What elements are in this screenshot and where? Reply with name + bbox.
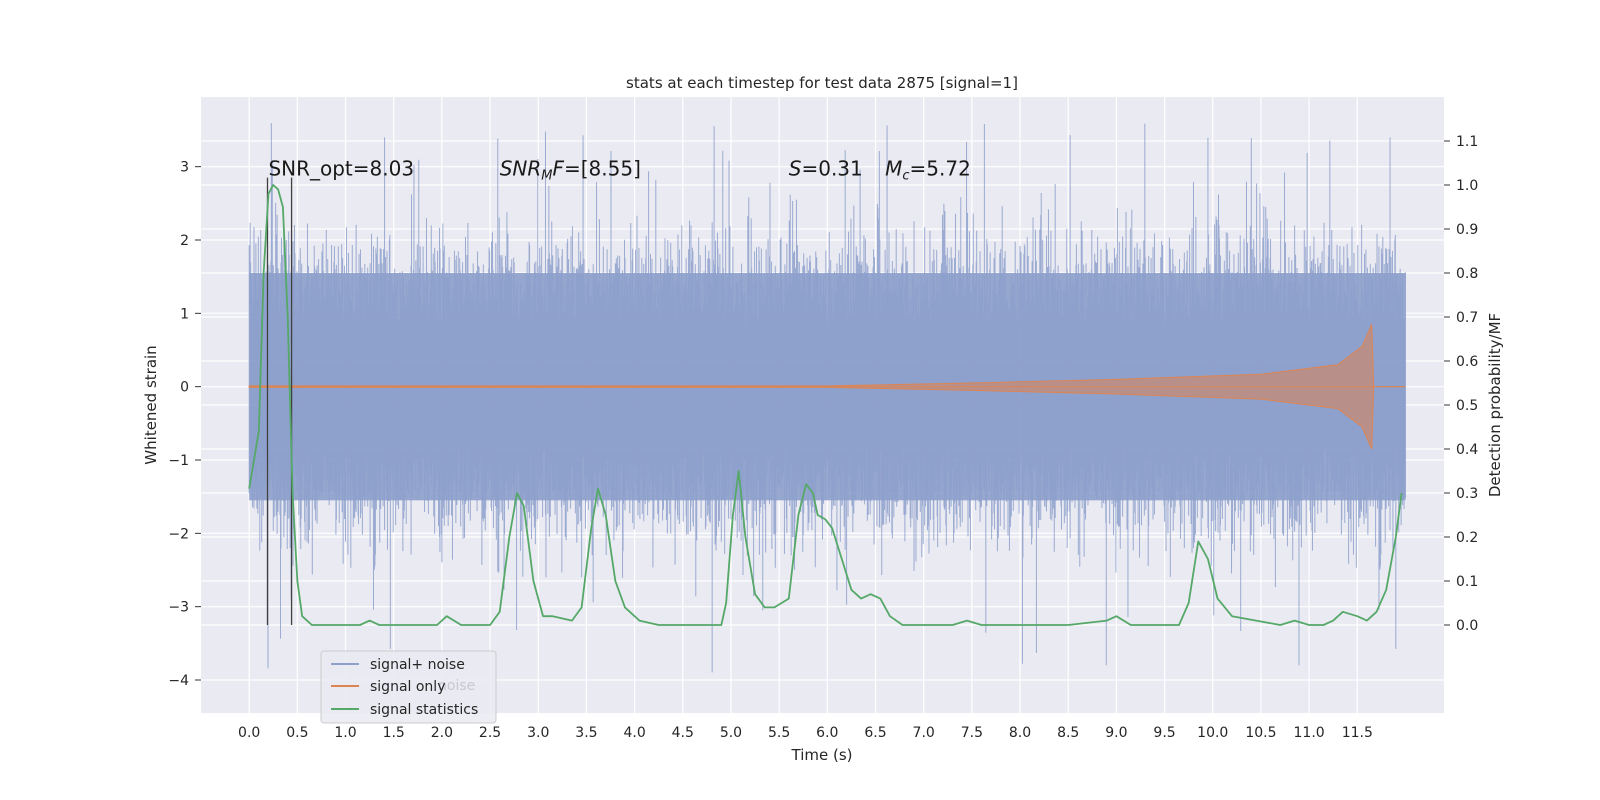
yr-tick-label-9: 0.9 xyxy=(1456,222,1478,238)
x-tick-label-19: 9.5 xyxy=(1153,725,1175,741)
y-tick-label-0: −4 xyxy=(168,673,189,689)
annotation-0: SNR_opt=8.03 xyxy=(268,156,414,180)
x-tick-label-5: 2.5 xyxy=(479,725,501,741)
annotation-1: SNRMF=[8.55] xyxy=(500,156,641,183)
yr-tick-label-2: 0.2 xyxy=(1456,530,1478,546)
legend-label-stats: signal statistics xyxy=(370,702,478,718)
y-tick-label-6: 2 xyxy=(180,233,189,249)
x-tick-label-20: 10.0 xyxy=(1197,725,1228,741)
annotation-2: S=0.31 xyxy=(789,156,863,180)
x-tick-label-1: 0.5 xyxy=(286,725,308,741)
x-tick-label-7: 3.5 xyxy=(575,725,597,741)
yr-tick-label-5: 0.5 xyxy=(1456,398,1478,414)
x-tick-label-0: 0.0 xyxy=(238,725,260,741)
y-tick-label-7: 3 xyxy=(180,160,189,176)
y-axis-label: Whitened strain xyxy=(142,345,160,464)
annotations: SNR_opt=8.03 SNRMF=[8.55] S=0.31 Mc=5.72 xyxy=(268,156,970,183)
x-tick-label-18: 9.0 xyxy=(1105,725,1127,741)
x-tick-label-6: 3.0 xyxy=(527,725,549,741)
yr-tick-label-10: 1.0 xyxy=(1456,178,1478,194)
stats-line xyxy=(248,184,1403,626)
x-tick-label-17: 8.5 xyxy=(1057,725,1079,741)
marker-lines xyxy=(266,177,293,625)
yr-tick-label-6: 0.6 xyxy=(1456,354,1478,370)
yr-tick-label-4: 0.4 xyxy=(1456,442,1478,458)
yr-tick-label-8: 0.8 xyxy=(1456,266,1478,282)
y-tick-label-4: 0 xyxy=(180,380,189,396)
y-tick-label-2: −2 xyxy=(168,526,189,542)
chart-title: stats at each timestep for test data 287… xyxy=(626,74,1018,92)
x-tick-label-8: 4.0 xyxy=(623,725,645,741)
legend-label-signal: signal only xyxy=(370,679,445,695)
yr-tick-label-1: 0.1 xyxy=(1456,574,1478,590)
x-tick-label-13: 6.5 xyxy=(864,725,886,741)
x-tick-label-10: 5.0 xyxy=(720,725,742,741)
y-tick-label-3: −1 xyxy=(168,453,189,469)
legend-ghost-text: noise xyxy=(438,678,475,694)
right-y-axis-ticks: 0.0 0.1 0.2 0.3 0.4 0.5 0.6 0.7 0.8 0.9 1.0 1.1 xyxy=(1444,134,1478,634)
x-tick-label-16: 8.0 xyxy=(1009,725,1031,741)
signal-statistics-series xyxy=(248,184,1403,626)
x-tick-label-12: 6.0 xyxy=(816,725,838,741)
yr-tick-label-7: 0.7 xyxy=(1456,310,1478,326)
yr-tick-label-3: 0.3 xyxy=(1456,486,1478,502)
y-axis-ticks: −4 −3 −2 −1 0 1 2 3 xyxy=(168,160,201,689)
legend-label-noise: signal+ noise xyxy=(370,657,465,673)
right-y-axis-label: Detection probability/MF xyxy=(1486,313,1504,497)
y-tick-label-1: −3 xyxy=(168,600,189,616)
x-tick-label-23: 11.5 xyxy=(1342,725,1373,741)
signal-only-series xyxy=(248,324,1406,450)
x-tick-label-22: 11.0 xyxy=(1294,725,1325,741)
x-tick-label-3: 1.5 xyxy=(383,725,405,741)
x-tick-label-21: 10.5 xyxy=(1245,725,1276,741)
legend: noise signal+ noise signal only signal s… xyxy=(320,650,497,724)
x-tick-label-4: 2.0 xyxy=(431,725,453,741)
x-axis-ticks: 0.0 0.5 1.0 1.5 2.0 2.5 3.0 3.5 4.0 4.5 5.0 5.5 6.0 6… xyxy=(238,725,1373,741)
x-tick-label-15: 7.5 xyxy=(961,725,983,741)
x-tick-label-9: 4.5 xyxy=(672,725,694,741)
x-tick-label-2: 1.0 xyxy=(334,725,356,741)
yr-tick-label-11: 1.1 xyxy=(1456,134,1478,150)
y-tick-label-5: 1 xyxy=(180,306,189,322)
x-axis-label: Time (s) xyxy=(791,746,853,764)
annotation-3: Mc=5.72 xyxy=(885,156,971,183)
x-tick-label-11: 5.5 xyxy=(768,725,790,741)
yr-tick-label-0: 0.0 xyxy=(1456,618,1478,634)
legend-box xyxy=(320,650,497,724)
x-tick-label-14: 7.0 xyxy=(913,725,935,741)
